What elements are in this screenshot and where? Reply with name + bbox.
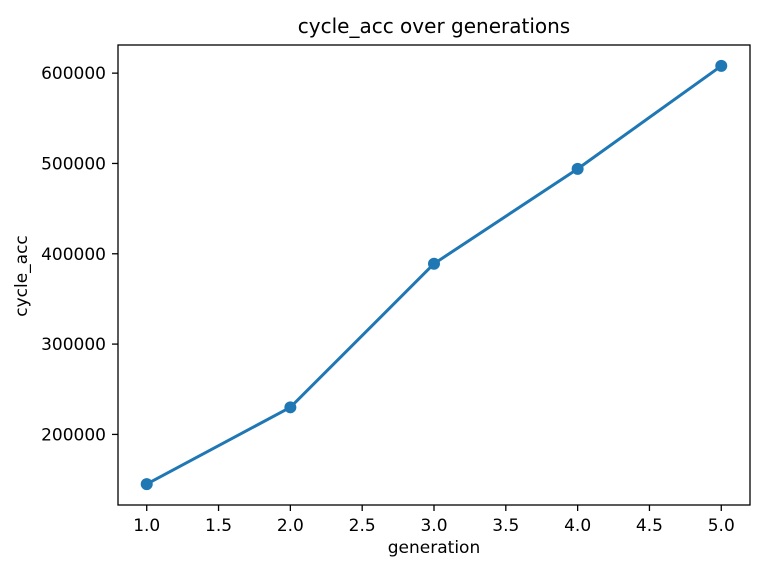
data-line: [145, 64, 723, 486]
y-tick-label: 300000: [41, 335, 106, 355]
y-tick-label: 500000: [41, 154, 106, 174]
x-tick-label: 4.0: [564, 516, 591, 536]
y-tick-label: 200000: [41, 425, 106, 445]
y-tick-label: 600000: [41, 64, 106, 84]
data-point: [428, 257, 440, 270]
x-tick-label: 5.0: [708, 516, 735, 536]
data-point: [140, 478, 153, 491]
x-tick-label: 1.0: [133, 516, 160, 536]
x-tick-label: 3.5: [492, 516, 519, 536]
data-point: [715, 59, 728, 72]
x-tick-label: 3.0: [420, 516, 447, 536]
x-tick-label: 1.5: [205, 516, 232, 536]
x-tick-label: 2.5: [349, 516, 376, 536]
data-point: [284, 401, 297, 414]
x-tick-label: 4.5: [636, 516, 663, 536]
chart-title: cycle_acc over generations: [298, 14, 570, 38]
x-tick-label: 2.0: [277, 516, 304, 536]
x-axis-label: generation: [388, 538, 480, 558]
data-point: [571, 162, 584, 175]
y-tick-label: 400000: [41, 245, 106, 265]
y-axis-label: cycle_acc: [12, 235, 32, 317]
